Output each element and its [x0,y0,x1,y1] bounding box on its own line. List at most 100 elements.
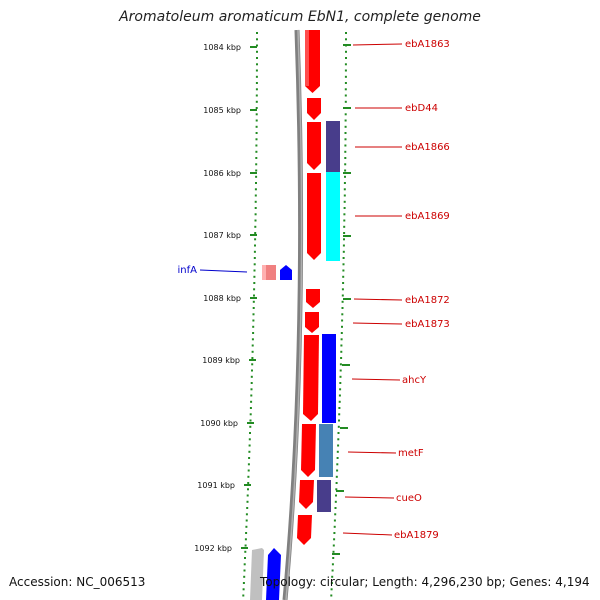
gene-ebA1879[interactable] [297,515,312,545]
gene-cueO[interactable] [299,480,331,512]
minor-tick [339,388,342,391]
gene-label[interactable]: metF [398,448,424,459]
minor-tick [245,525,248,528]
minor-tick [256,44,258,47]
gene-label[interactable]: ebD44 [405,103,438,114]
right-tick-column [330,32,347,597]
minor-tick [342,250,345,253]
gene-ebA1872[interactable] [306,289,320,308]
minor-tick [254,194,257,197]
minor-tick [248,457,251,459]
minor-tick [254,207,257,209]
minor-tick [342,275,345,278]
minor-tick [340,332,343,334]
minor-tick [339,363,342,366]
minor-tick [248,438,251,441]
minor-tick [342,244,345,247]
gene-label[interactable]: ebA1879 [394,530,439,541]
gene-ahcY[interactable] [303,334,336,423]
minor-tick [333,519,336,522]
leader-line-infA [199,269,248,273]
gene-label[interactable]: ebA1873 [405,319,450,330]
minor-tick [251,357,254,359]
minor-tick [252,319,255,322]
gene-ebD44[interactable] [307,98,321,120]
minor-tick [245,519,248,522]
minor-tick [330,582,333,584]
minor-tick [339,375,342,378]
gene-label[interactable]: ebA1863 [405,39,450,50]
ruler-label: 1086 kbp [203,169,241,178]
minor-tick [344,113,347,116]
minor-tick [244,557,246,559]
minor-tick [248,444,251,447]
minor-tick [256,32,258,34]
minor-tick [344,169,347,172]
gene-ebA1869[interactable] [307,172,340,261]
minor-tick [255,119,258,122]
gene-label[interactable]: ahcY [402,375,427,386]
minor-tick [255,69,258,72]
minor-tick [343,225,346,228]
minor-tick [344,100,347,103]
minor-tick [336,450,339,453]
gene-label[interactable]: ebA1872 [405,295,450,306]
minor-tick [255,75,258,78]
minor-tick [255,125,258,128]
minor-tick [343,238,345,241]
minor-tick [343,200,346,203]
minor-tick [254,244,256,247]
minor-tick [254,232,257,234]
minor-tick [255,144,258,147]
minor-tick [243,575,246,578]
minor-tick [338,407,341,409]
minor-tick [256,50,258,53]
minor-tick [255,157,258,159]
ruler-label: 1092 kbp [194,544,232,553]
minor-tick [342,269,345,272]
minor-tick [340,357,343,359]
ruler-label: 1089 kbp [202,356,240,365]
minor-tick [344,150,347,153]
minor-tick [344,75,347,78]
minor-tick [341,294,344,297]
minor-tick [254,219,257,222]
gene-label[interactable]: infA [178,265,198,276]
gene-label[interactable]: ebA1869 [405,211,450,222]
minor-tick [252,332,255,334]
minor-tick [338,394,341,397]
minor-tick [254,200,257,203]
minor-tick [344,175,346,178]
gene-metF[interactable] [301,424,333,477]
minor-tick [255,150,258,153]
minor-tick [342,282,345,284]
minor-tick [244,544,247,547]
gene-label[interactable]: ebA1866 [405,142,450,153]
gene-ebA1873[interactable] [305,312,319,333]
gene-infA[interactable] [262,265,292,280]
minor-tick [338,413,341,416]
minor-tick [242,594,245,597]
minor-tick [342,257,345,259]
minor-tick [255,100,258,103]
minor-tick [251,363,254,366]
minor-tick [248,450,251,453]
genome-backbone-highlight [285,29,303,600]
minor-tick [255,175,258,178]
gene-ebA1863[interactable] [305,30,320,93]
minor-tick [250,400,253,403]
minor-tick [335,475,338,478]
minor-tick [341,288,344,291]
gene-label[interactable]: cueO [396,493,422,504]
gene-ebA1866[interactable] [307,121,340,172]
minor-tick [250,394,253,397]
minor-tick [343,194,346,197]
minor-tick [344,138,347,141]
minor-tick [341,325,343,328]
minor-tick [344,157,347,159]
minor-tick [334,500,337,503]
minor-tick [253,275,256,278]
minor-tick [341,319,344,322]
minor-tick [244,538,247,541]
